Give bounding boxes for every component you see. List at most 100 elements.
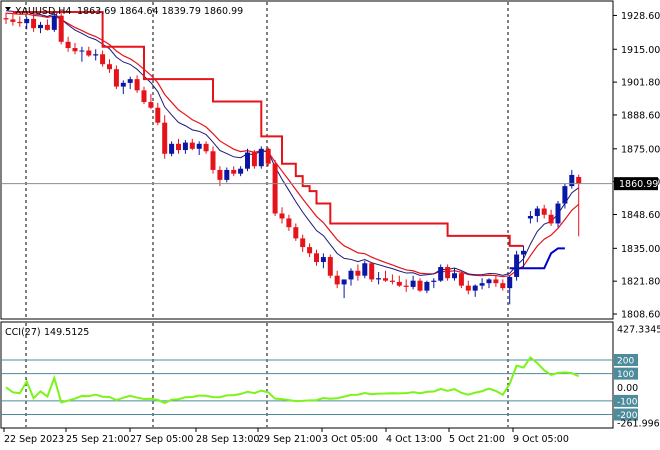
candle-body — [389, 280, 395, 282]
candle-body — [196, 143, 202, 149]
candle-body — [182, 142, 188, 151]
price-tick-label: 1835.00 — [621, 244, 660, 255]
price-tick-label: 1808.60 — [621, 310, 660, 321]
candle-body — [51, 15, 57, 30]
cci-level-label: 200 — [617, 357, 634, 367]
indicator-value: 149.5125 — [44, 327, 89, 338]
candle-body — [486, 279, 492, 284]
candle-body — [403, 285, 409, 287]
candle-body — [327, 257, 333, 276]
time-tick-label: 27 Sep 05:00 — [130, 434, 193, 445]
candle-body — [555, 203, 561, 224]
price-axis: 1928.601915.001901.801888.601875.001861.… — [613, 11, 660, 321]
cci-axis-label: 427.3345 — [617, 325, 660, 336]
candle-body — [224, 169, 230, 180]
candle-body — [314, 253, 319, 263]
price-tick-label: 1888.60 — [621, 110, 660, 121]
moving-average-slow — [5, 12, 580, 278]
cci-level-tag — [614, 408, 638, 421]
cci-axis-label: 0.00 — [617, 383, 638, 394]
candle-body — [265, 148, 271, 164]
indicator-axis: 427.3345 200 100 0.00 -100 -200-261.9961 — [614, 325, 660, 430]
cci-level-tag — [614, 354, 638, 367]
candle-body — [576, 176, 582, 184]
candle-body — [210, 151, 216, 170]
candle-body — [107, 64, 112, 70]
time-tick-label: 3 Oct 05:00 — [322, 434, 378, 445]
candle-body — [3, 18, 9, 20]
time-tick-label: 29 Sep 21:00 — [258, 434, 321, 445]
candle-body — [431, 280, 437, 282]
candle-body — [562, 186, 568, 204]
time-tick-label: 22 Sep 2023 — [4, 434, 64, 445]
candle-body — [251, 152, 257, 167]
candle-body — [17, 21, 23, 24]
candle-body — [155, 107, 161, 123]
candle-body — [438, 266, 444, 281]
trailing-stop-line — [12, 10, 524, 247]
cci-level-label: 100 — [617, 370, 634, 380]
candle-body — [458, 273, 464, 286]
dropdown-triangle-icon[interactable] — [5, 7, 11, 11]
candle-body — [452, 273, 457, 279]
candle-body — [100, 54, 106, 65]
candle-body — [410, 280, 416, 287]
candle-body — [279, 213, 285, 219]
price-tick-label: 1821.80 — [621, 277, 660, 288]
candle-body — [445, 266, 451, 279]
price-tick-label: 1928.60 — [621, 11, 660, 22]
candles — [3, 12, 582, 305]
candle-body — [203, 143, 209, 152]
candle-body — [334, 275, 340, 285]
candle-body — [548, 214, 554, 224]
candle-body — [472, 285, 478, 291]
time-axis: 22 Sep 2023 25 Sep 21:00 27 Sep 05:00 28 Se… — [3, 428, 569, 445]
candle-body — [369, 263, 375, 280]
candle-body — [286, 218, 292, 228]
candle-body — [245, 152, 250, 169]
candle-body — [541, 208, 547, 215]
candle-body — [341, 279, 347, 285]
candle-body — [500, 283, 506, 289]
candle-body — [307, 247, 313, 254]
candle-body — [527, 215, 533, 219]
candle-body — [113, 69, 119, 87]
candle-body — [65, 41, 71, 49]
candle-body — [127, 79, 133, 83]
time-tick-label: 5 Oct 21:00 — [449, 434, 505, 445]
candle-body — [176, 143, 181, 151]
price-tick-label: 1915.00 — [621, 45, 660, 56]
ohlc-values: 1863.69 1864.64 1839.79 1860.99 — [77, 6, 243, 17]
main-panel-frame — [0, 0, 614, 320]
candle-body — [479, 283, 485, 286]
candle-body — [417, 280, 423, 291]
candle-body — [148, 102, 154, 108]
candle-body — [217, 169, 223, 180]
candle-body — [134, 79, 140, 91]
time-tick-label: 25 Sep 21:00 — [66, 434, 129, 445]
cci-level-label: -100 — [617, 397, 638, 407]
candle-body — [493, 279, 499, 284]
candle-body — [58, 15, 64, 42]
indicator-name: CCI(27) — [5, 327, 41, 338]
current-price-tag: 1860.99 — [614, 177, 658, 191]
chart-header: XAUUSD,H4 1863.69 1864.64 1839.79 1860.9… — [5, 6, 243, 17]
candle-body — [79, 50, 85, 52]
moving-average-fast — [5, 10, 579, 276]
support-step-line — [509, 247, 565, 270]
candle-body — [72, 48, 78, 52]
candle-body — [348, 270, 354, 280]
current-price-label: 1860.99 — [619, 179, 658, 190]
time-tick-label: 28 Sep 13:00 — [196, 434, 259, 445]
candle-body — [93, 54, 99, 56]
candle-body — [231, 169, 237, 174]
candle-body — [362, 263, 368, 276]
candle-body — [169, 143, 175, 154]
overlay-lines — [5, 10, 580, 278]
candle-body — [534, 208, 540, 216]
cci-line — [5, 356, 580, 405]
candle-body — [44, 24, 50, 30]
candle-body — [293, 227, 299, 239]
candle-body — [383, 278, 388, 281]
